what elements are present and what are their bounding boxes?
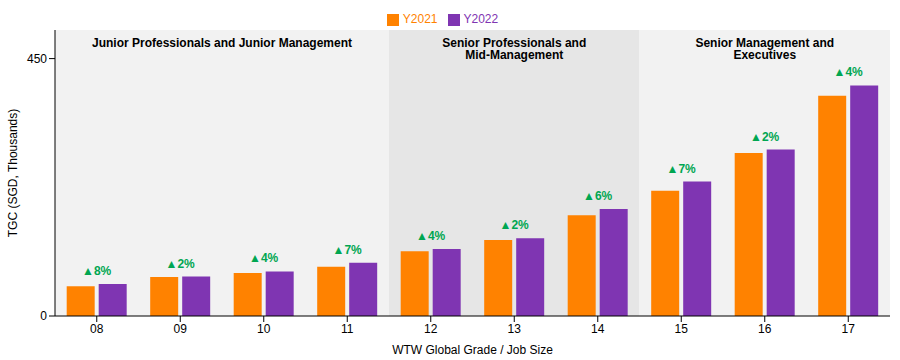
svg-text:WTW Global Grade / Job Size: WTW Global Grade / Job Size xyxy=(392,343,553,357)
svg-text:Senior Management andExecutive: Senior Management andExecutives xyxy=(695,36,834,62)
svg-text:13: 13 xyxy=(508,322,522,336)
svg-text:▲4%: ▲4% xyxy=(249,251,279,265)
svg-text:450: 450 xyxy=(27,52,47,66)
html-text:Y2021: Y2021 xyxy=(402,12,438,26)
svg-text:▲2%: ▲2% xyxy=(500,218,530,232)
svg-text:Senior Professionals andMid-Ma: Senior Professionals andMid-Management xyxy=(442,36,586,62)
svg-text:08: 08 xyxy=(90,322,104,336)
svg-text:0: 0 xyxy=(40,309,47,323)
svg-text:12: 12 xyxy=(424,322,438,336)
svg-text:▲4%: ▲4% xyxy=(416,229,446,243)
svg-text:▲7%: ▲7% xyxy=(333,243,363,257)
svg-text:11: 11 xyxy=(341,322,354,336)
svg-text:17: 17 xyxy=(842,322,856,336)
svg-text:09: 09 xyxy=(174,322,188,336)
svg-text:16: 16 xyxy=(758,322,772,336)
svg-text:15: 15 xyxy=(675,322,689,336)
svg-text:Junior Professionals and Junio: Junior Professionals and Junior Manageme… xyxy=(92,36,352,50)
svg-text:▲6%: ▲6% xyxy=(583,189,613,203)
svg-text:14: 14 xyxy=(591,322,605,336)
html-text:Y2022: Y2022 xyxy=(463,12,499,26)
svg-text:▲2%: ▲2% xyxy=(166,257,196,271)
svg-text:TGC (SGD, Thousands): TGC (SGD, Thousands) xyxy=(8,109,20,237)
svg-text:10: 10 xyxy=(257,322,271,336)
svg-text:▲4%: ▲4% xyxy=(834,65,864,79)
svg-text:▲7%: ▲7% xyxy=(667,162,697,176)
svg-text:▲8%: ▲8% xyxy=(82,264,112,278)
svg-text:▲2%: ▲2% xyxy=(750,130,780,144)
